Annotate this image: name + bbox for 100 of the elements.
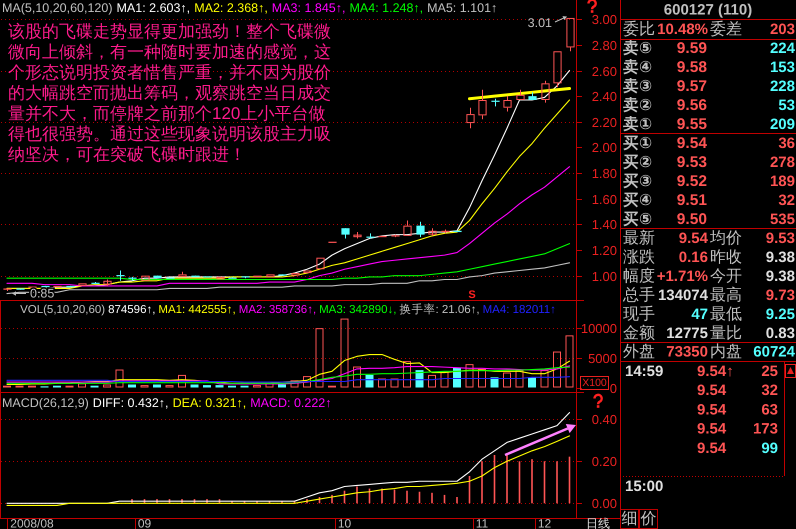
text: 买② 9.53 — [623, 154, 708, 171]
text: 25 — [761, 363, 778, 380]
text: 9.54 — [697, 382, 727, 400]
y-tick-label: 2.60 — [592, 64, 617, 79]
text: 量比 — [710, 324, 742, 342]
text: 63 — [761, 401, 778, 418]
text: 36 — [778, 135, 795, 152]
chart-title: MA(5,10,20,60,120) — [2, 1, 112, 15]
text: 224 — [770, 40, 796, 57]
y-tick-label: 1.80 — [592, 166, 617, 181]
text: 9.73 — [766, 287, 795, 304]
text: MA4: 1.248↑, — [350, 1, 424, 15]
text: 99 — [761, 440, 778, 457]
text: 现手 — [623, 305, 655, 323]
text: 203 — [770, 21, 795, 38]
text: 535 — [770, 211, 795, 228]
x-tick-label: 11 — [476, 516, 489, 529]
y-tick-label: 0.20 — [592, 454, 617, 469]
annotation: 换手率: 21.06↑, — [400, 302, 480, 316]
text: MA3: 342890↓, — [319, 304, 396, 316]
x-tick-label: 09 — [138, 516, 152, 529]
y-tick-label: 0.00 — [592, 496, 617, 511]
x-tick-label: 2008/08 — [10, 516, 54, 529]
text: 9.54 — [697, 440, 727, 457]
y-tick-label: 3.00 — [592, 12, 617, 27]
text: 最新 — [623, 229, 655, 247]
text: 买① 9.54 — [623, 135, 708, 152]
text: 卖② 9.56 — [623, 97, 708, 114]
text: 47 — [691, 306, 708, 323]
text: 60724 — [753, 344, 796, 360]
text: 买④ 9.51 — [623, 192, 708, 209]
y-tick-label: 2.40 — [592, 89, 617, 104]
text: 14:59 — [625, 363, 664, 380]
text: 最高 — [710, 286, 742, 304]
text: MA5: 1.101↑ — [427, 1, 498, 15]
text: DEA: 0.321↑, — [172, 396, 246, 410]
text: 昨收 — [710, 249, 742, 266]
x-axis-title: 日线 — [586, 516, 610, 529]
y-tick-label: 0.40 — [592, 412, 617, 427]
text: 12775 — [666, 325, 708, 342]
text: 卖③ 9.57 — [623, 78, 708, 95]
annotation: 874596↑, — [108, 304, 156, 316]
y-tick-label: 0 — [610, 381, 617, 396]
text: 均价 — [709, 230, 742, 247]
text: MA2: 2.368↑, — [194, 1, 268, 15]
text: 9.38 — [766, 268, 795, 285]
text: 9.54 — [697, 401, 727, 418]
y-tick-label: 1.20 — [592, 243, 617, 258]
text: 买③ 9.52 — [623, 173, 708, 190]
text: 134074 — [658, 287, 709, 304]
y-tick-label: 1.60 — [592, 192, 617, 207]
text: 卖④ 9.58 — [623, 59, 708, 76]
text: 外盘 — [623, 344, 655, 360]
text: 9.54 — [697, 420, 727, 438]
y-tick-label: 5000 — [588, 351, 617, 366]
text: 价 — [640, 510, 656, 528]
text: 600127 (110) — [664, 2, 752, 18]
text: 涨跌 — [623, 248, 655, 266]
text: 53 — [778, 97, 795, 114]
text: MA3: 1.845↑, — [272, 1, 346, 15]
text: 最低 — [710, 306, 742, 323]
annotation: MACD: 0.222↑ — [250, 396, 332, 410]
text: 总手 — [622, 286, 655, 304]
x-tick-label: 10 — [338, 516, 352, 529]
text: 173 — [752, 420, 778, 438]
text: 32 — [778, 192, 795, 209]
text: 73350 — [666, 344, 708, 360]
text: X100 — [582, 377, 607, 389]
x-tick-label: 12 — [538, 516, 552, 529]
text: 9.25 — [766, 306, 795, 323]
text: DIFF: 0.432↑, — [92, 396, 169, 410]
text: 卖① 9.55 — [623, 116, 708, 133]
text: +1.71% — [656, 268, 708, 285]
text: 278 — [770, 154, 795, 171]
text: 9.54↑ — [697, 363, 734, 380]
y-tick-label: 2.20 — [592, 115, 617, 130]
text: 9.38 — [766, 249, 795, 266]
text: 189 — [770, 173, 795, 190]
text: 内盘 — [710, 342, 742, 360]
text: 幅度 — [623, 267, 655, 285]
text: 今开 — [710, 268, 742, 285]
text: 金额 — [623, 324, 655, 342]
text: 委差 — [710, 20, 742, 38]
text: 细 — [622, 510, 638, 528]
y-tick-label: 2.00 — [592, 140, 617, 155]
text: 买⑤ 9.50 — [623, 211, 708, 228]
text: 9.54 — [678, 230, 709, 247]
text: 委比 — [623, 20, 655, 38]
text: 9.53 — [766, 230, 795, 247]
annotation: 3.01 — [528, 16, 552, 30]
text: 0.83 — [766, 325, 795, 342]
text: MA4: 182011↑ — [482, 304, 556, 316]
text: 卖⑤ 9.59 — [623, 40, 708, 57]
text: MA1: 442555↑, — [158, 304, 236, 316]
annotation: 该股的飞碟走势显得更加强劲！整个飞碟微微向上倾斜，有一种随时要加速的感觉，这个形态说明投资者惜售严重，并不因为股价的大幅跳空而抛出筹码，观察跳空当日成交量并不大，而停牌之前那个120上小平台做得也很强势。通过这些现象说明该股主力吸纳坚决，可在突破飞碟时跟进！ — [8, 22, 331, 164]
text: 32 — [761, 382, 778, 400]
text: 0.16 — [678, 249, 708, 266]
y-tick-label: 2.80 — [592, 38, 617, 53]
text: 15:00 — [625, 478, 664, 495]
text: MA1: 2.603↑, — [116, 1, 190, 15]
